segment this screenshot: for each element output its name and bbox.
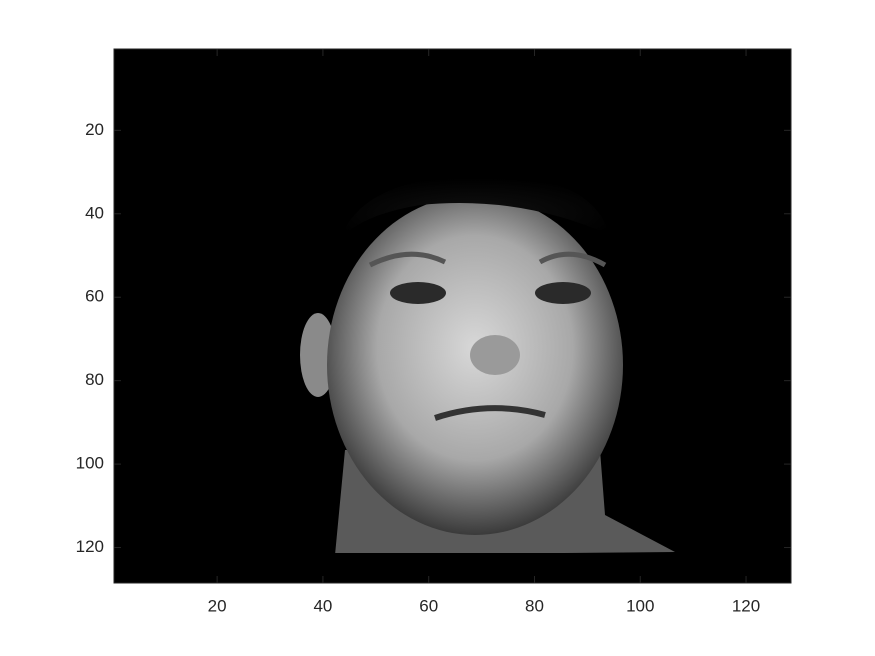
- x-tick-label: 40: [313, 596, 332, 615]
- right-brow: [538, 251, 607, 268]
- left-brow: [368, 251, 447, 268]
- axes-box: [113, 48, 792, 584]
- hair: [340, 174, 610, 240]
- nose: [470, 335, 520, 375]
- y-tick-label: 120: [76, 537, 104, 556]
- x-tick-label: 100: [626, 596, 654, 615]
- y-tick-label: 20: [85, 120, 104, 139]
- y-tick-label: 80: [85, 370, 104, 389]
- x-tick-label: 60: [419, 596, 438, 615]
- mouth: [434, 405, 546, 421]
- ear: [300, 313, 336, 397]
- y-tick-label: 40: [85, 203, 104, 222]
- x-tick-label: 20: [208, 596, 227, 615]
- right-eye: [535, 282, 591, 304]
- left-eye: [390, 282, 446, 304]
- image-bottom: [300, 553, 700, 583]
- x-tick-label: 120: [732, 596, 760, 615]
- y-tick-label: 60: [85, 287, 104, 306]
- y-tick-label: 100: [76, 454, 104, 473]
- image: [114, 49, 791, 583]
- x-tick-label: 80: [525, 596, 544, 615]
